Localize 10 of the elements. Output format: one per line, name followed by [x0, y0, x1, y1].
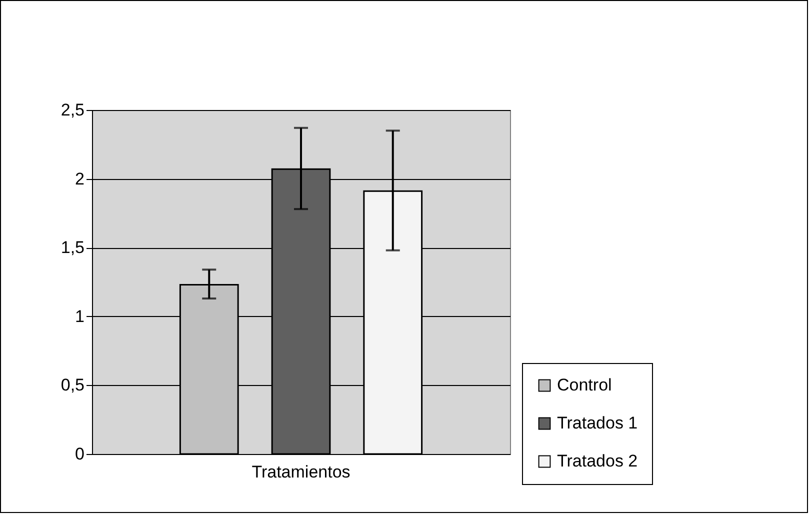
y-tick-label: 0,5: [60, 376, 84, 395]
y-tick-label: 0: [75, 444, 84, 464]
y-tick-label: 2,5: [60, 100, 84, 120]
legend-label: Tratados 2: [557, 452, 638, 470]
y-tick-label: 1,5: [60, 238, 84, 258]
legend-label: Control: [557, 376, 612, 394]
x-tick-label: Tratamientos: [252, 462, 350, 482]
y-tick-label: 2: [75, 169, 84, 188]
y-tick-label: 1: [75, 306, 84, 326]
legend-label: Tratados 1: [557, 414, 638, 432]
